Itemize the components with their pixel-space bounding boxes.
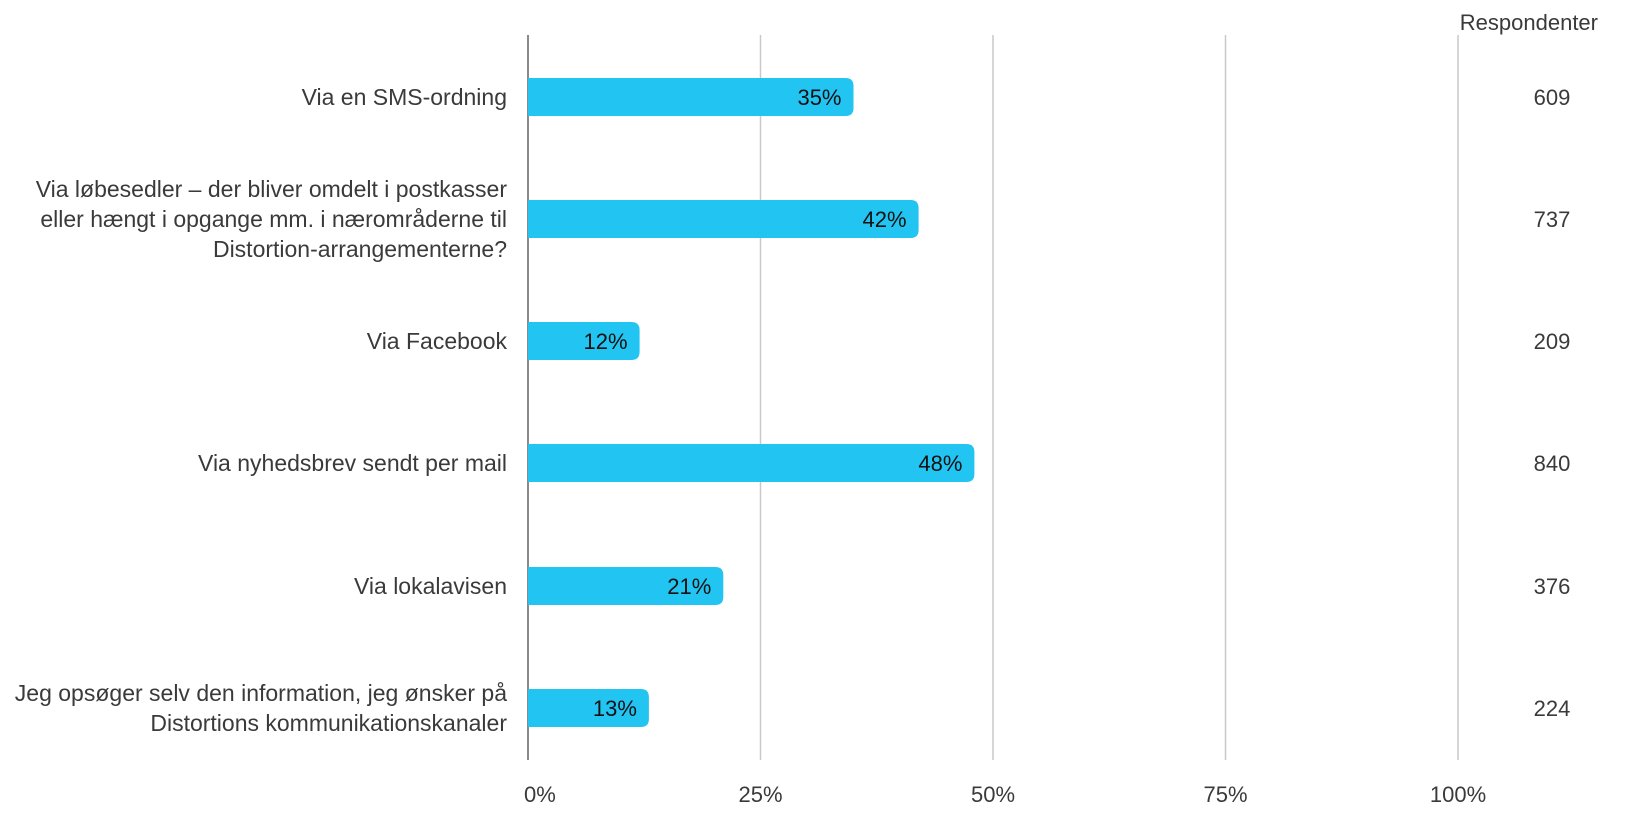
x-tick-label: 25% [738, 782, 782, 807]
respondent-count: 609 [1534, 85, 1571, 110]
category-label: Via lokalavisen [354, 573, 507, 599]
category-labels: Via en SMS-ordning Via løbesedler – der b… [15, 84, 508, 736]
category-label: Jeg opsøger selv den information, jeg øn… [15, 680, 507, 706]
category-label: Via en SMS-ordning [302, 84, 507, 110]
x-tick-label: 75% [1203, 782, 1247, 807]
category-label: Via Facebook [367, 328, 508, 354]
category-label: Distortion-arrangementerne? [213, 236, 507, 262]
bar [528, 200, 919, 238]
respondent-count: 376 [1534, 574, 1571, 599]
respondent-count: 224 [1534, 696, 1571, 721]
x-tick-label: 0% [524, 782, 556, 807]
x-axis-ticks: 0% 25% 50% 75% 100% [524, 782, 1486, 807]
x-tick-label: 50% [971, 782, 1015, 807]
category-label: Distortions kommunikationskanaler [150, 710, 507, 736]
category-label: Via nyhedsbrev sendt per mail [198, 450, 507, 476]
category-label: eller hængt i opgange mm. i nærområderne… [40, 206, 507, 232]
gridlines [527, 35, 1459, 760]
bar [528, 689, 649, 727]
bar-value-label: 48% [918, 451, 962, 476]
bar-value-label: 42% [863, 207, 907, 232]
respondent-column: Respondenter 609 737 209 840 376 224 [1460, 10, 1598, 721]
bar-value-label: 13% [593, 696, 637, 721]
bar-value-label: 21% [667, 574, 711, 599]
bar [528, 444, 975, 482]
bars: 35% 42% 12% 48% 21% 13% [528, 78, 975, 727]
bar [528, 322, 640, 360]
bar-value-label: 12% [584, 329, 628, 354]
x-tick-label: 100% [1430, 782, 1486, 807]
respondent-count: 737 [1534, 207, 1571, 232]
bar [528, 567, 724, 605]
respondent-count: 209 [1534, 329, 1571, 354]
respondents-header: Respondenter [1460, 10, 1598, 35]
respondent-count: 840 [1534, 451, 1571, 476]
bar [528, 78, 854, 116]
category-label: Via løbesedler – der bliver omdelt i pos… [36, 176, 508, 202]
bar-value-label: 35% [797, 85, 841, 110]
